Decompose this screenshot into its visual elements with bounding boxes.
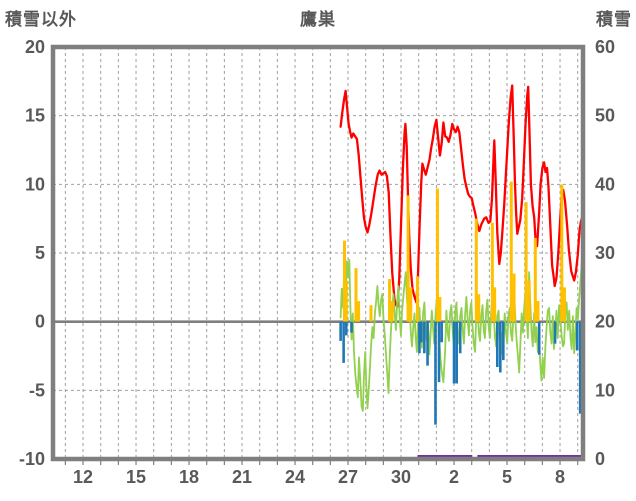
right-axis-title: 積雪	[596, 10, 632, 29]
right-axis-tick-label: 40	[595, 174, 615, 194]
left-axis-tick-label: 0	[35, 312, 45, 332]
left-axis-tick-label: -10	[19, 449, 45, 469]
x-axis-tick-label: 30	[391, 467, 411, 487]
left-axis-tick-label: 10	[25, 174, 45, 194]
x-axis-tick-label: 5	[502, 467, 512, 487]
right-axis-tick-label: 30	[595, 243, 615, 263]
x-axis-tick-label: 8	[555, 467, 565, 487]
x-axis-tick-label: 21	[232, 467, 252, 487]
left-axis-tick-label: 5	[35, 243, 45, 263]
plot-border	[50, 44, 586, 462]
red-line	[339, 84, 584, 308]
right-axis-tick-label: 20	[595, 312, 615, 332]
x-axis-tick-label: 12	[73, 467, 93, 487]
left-axis-tick-label: 20	[25, 37, 45, 57]
green-line	[339, 256, 583, 412]
left-axis-tick-label: 15	[25, 106, 45, 126]
x-axis-tick-label: 18	[179, 467, 199, 487]
left-axis-tick-label: -5	[29, 380, 45, 400]
left-axis-title: 積雪以外	[5, 10, 77, 29]
x-axis-tick-label: 27	[338, 467, 358, 487]
x-axis-tick-label: 24	[285, 467, 305, 487]
x-axis-tick-label: 15	[126, 467, 146, 487]
right-axis-tick-label: 0	[595, 449, 605, 469]
right-axis-tick-label: 50	[595, 106, 615, 126]
right-axis-tick-label: 60	[595, 37, 615, 57]
right-axis-tick-label: 10	[595, 380, 615, 400]
x-axis-tick-label: 2	[449, 467, 459, 487]
chart-title: 鷹巣	[300, 10, 336, 29]
